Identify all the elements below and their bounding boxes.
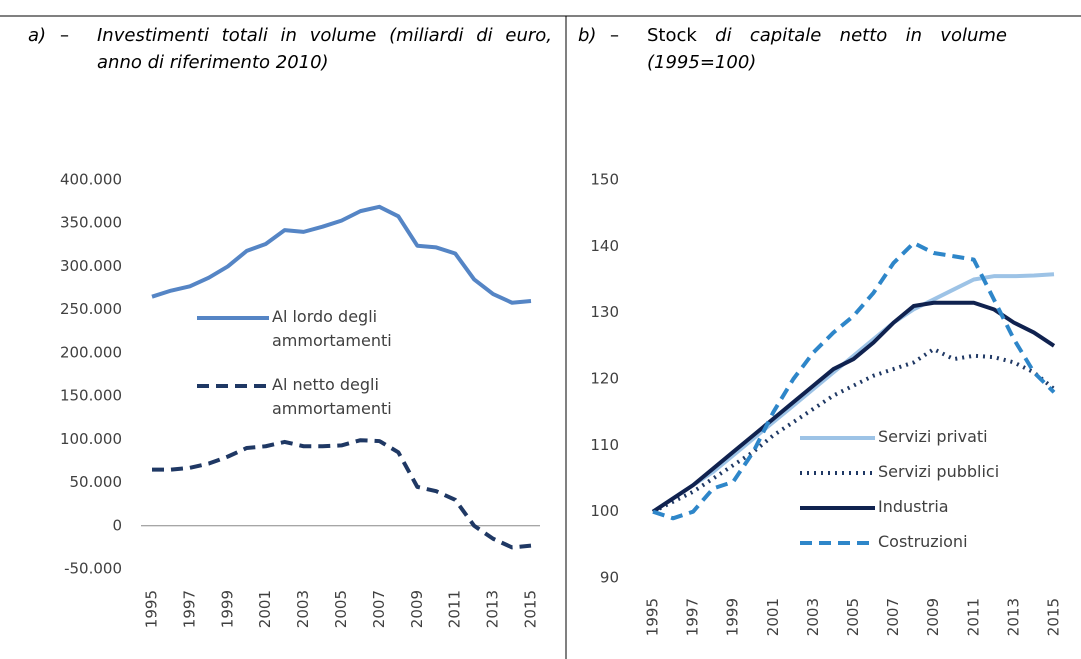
title-dash: – (60, 25, 69, 46)
x-tick-label: 2013 (1004, 598, 1022, 636)
legend-label: Al netto degli ammortamenti (272, 375, 392, 418)
x-tick-label: 2005 (844, 598, 862, 636)
title-dash: – (610, 25, 619, 46)
x-tick-label: 1995 (143, 590, 161, 628)
series-line (652, 241, 1056, 521)
x-tick-label: 1997 (684, 598, 702, 636)
x-tick-label: 2003 (804, 598, 822, 636)
x-tick-label: 1997 (180, 590, 198, 628)
legend-label: Servizi pubblici (878, 462, 1000, 481)
x-tick-label: 2005 (332, 590, 350, 628)
series-line (651, 272, 1055, 514)
y-tick-label: 250.000 (60, 300, 122, 318)
x-tick-label: 2013 (484, 590, 502, 628)
legend-label: Al lordo degli ammortamenti (272, 307, 392, 350)
y-tick-label: 400.000 (60, 171, 122, 189)
y-tick-label: 100.000 (60, 430, 122, 448)
y-tick-label: 90 (600, 569, 619, 587)
legend-label: Industria (878, 497, 949, 516)
x-tick-label: 1995 (644, 598, 662, 636)
panel-label: b) (578, 25, 597, 46)
y-tick-label: 150 (590, 171, 619, 189)
legend-label: Servizi privati (878, 427, 988, 446)
y-tick-label: 120 (590, 370, 619, 388)
y-tick-label: 0 (112, 516, 122, 534)
x-tick-label: 2009 (924, 598, 942, 636)
x-tick-label: 2015 (522, 590, 540, 628)
y-tick-label: 150.000 (60, 387, 122, 405)
x-tick-label: 2001 (256, 590, 274, 628)
title-lead: Stock (647, 25, 697, 46)
panel-label: a) (28, 25, 47, 46)
y-tick-label: -50.000 (64, 560, 122, 578)
x-tick-label: 2015 (1045, 598, 1063, 636)
x-tick-label: 2003 (294, 590, 312, 628)
legend-label: Costruzioni (878, 532, 968, 551)
chart-title: b) – Stock di capitale netto in volume (19… (578, 22, 1048, 76)
y-tick-label: 110 (590, 436, 619, 454)
title-main: Investimenti totali in volume (miliardi … (97, 25, 552, 73)
y-tick-label: 200.000 (60, 343, 122, 361)
title-text: Investimenti totali in volume (miliardi … (97, 22, 552, 76)
chart-title: a) – Investimenti totali in volume (miliar… (28, 22, 558, 76)
x-tick-label: 2007 (370, 590, 388, 628)
title-text: Stock di capitale netto in volume (1995=… (647, 22, 1007, 76)
x-tick-label: 1999 (724, 598, 742, 636)
y-tick-label: 300.000 (60, 257, 122, 275)
x-tick-label: 2001 (764, 598, 782, 636)
y-tick-label: 50.000 (70, 473, 123, 491)
x-tick-label: 2011 (964, 598, 982, 636)
title-main: di capitale netto in volume (1995=100) (647, 25, 1007, 73)
y-tick-label: 140 (590, 237, 619, 255)
y-tick-label: 130 (590, 303, 619, 321)
y-tick-label: 100 (590, 502, 619, 520)
x-tick-label: 2009 (408, 590, 426, 628)
series-line (651, 300, 1056, 514)
series-line (152, 438, 532, 550)
x-tick-label: 1999 (218, 590, 236, 628)
y-tick-label: 350.000 (60, 214, 122, 232)
x-tick-label: 2007 (884, 598, 902, 636)
x-tick-label: 2011 (446, 590, 464, 628)
series-line (151, 204, 532, 305)
